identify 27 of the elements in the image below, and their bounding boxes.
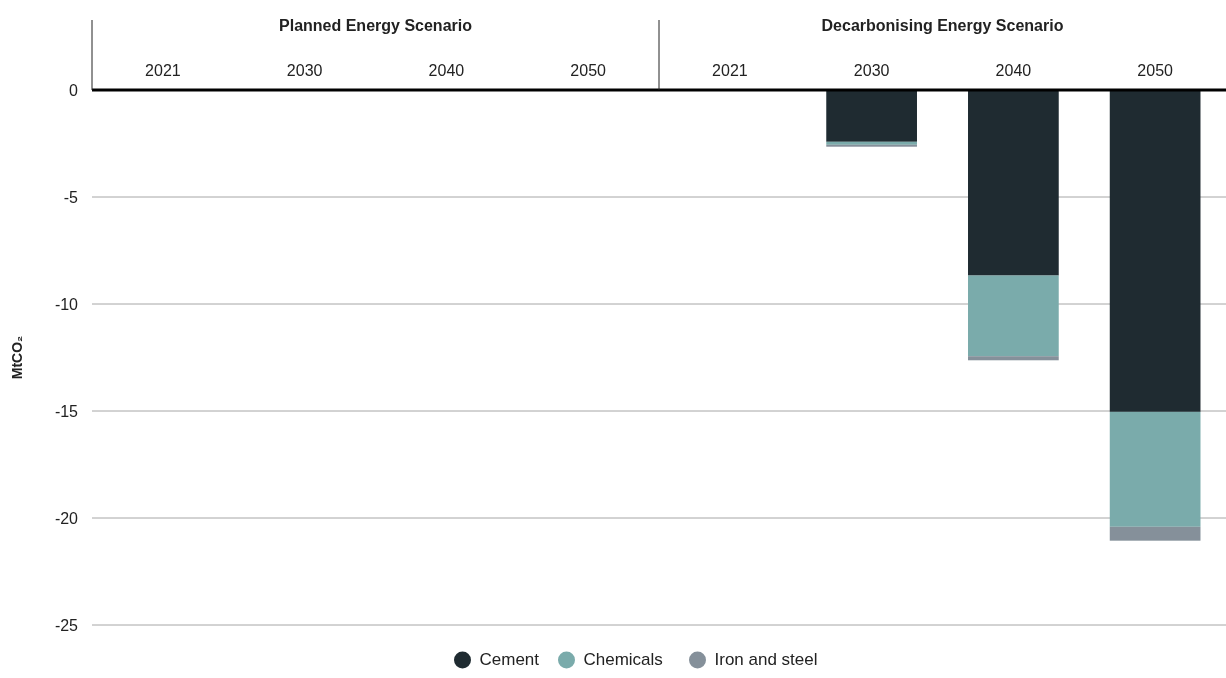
legend-label: Chemicals xyxy=(583,650,663,669)
text: Planned Energy Scenario xyxy=(279,17,473,34)
y-tick-label: -5 xyxy=(63,188,79,206)
x-tick-label: 2030 xyxy=(853,62,890,79)
x-tick-label: 2040 xyxy=(995,62,1032,79)
y-tick-label: -15 xyxy=(54,402,79,420)
y-tick-label: 0 xyxy=(69,81,79,99)
bar xyxy=(1109,90,1201,412)
x-tick-label: 2050 xyxy=(1137,62,1174,79)
bar xyxy=(1109,411,1201,527)
legend-label: Cement xyxy=(479,650,540,669)
bar xyxy=(968,275,1059,357)
bar xyxy=(1109,526,1201,541)
x-tick-label: 2050 xyxy=(570,62,607,79)
y-axis-title: MtCO₂ xyxy=(9,335,25,380)
bar xyxy=(968,90,1059,276)
x-tick-label: 2021 xyxy=(145,62,181,79)
y-tick-label: -10 xyxy=(54,295,79,313)
legend-label: Iron and steel xyxy=(714,650,818,669)
x-tick-label: 2030 xyxy=(286,62,323,79)
y-tick-label: -20 xyxy=(54,509,79,527)
bar xyxy=(826,90,917,142)
y-tick-label: -25 xyxy=(54,616,79,634)
text: Decarbonising Energy Scenario xyxy=(821,17,1064,34)
x-tick-label: 2040 xyxy=(428,62,465,79)
x-tick-label: 2021 xyxy=(712,62,748,79)
bar xyxy=(968,356,1059,361)
